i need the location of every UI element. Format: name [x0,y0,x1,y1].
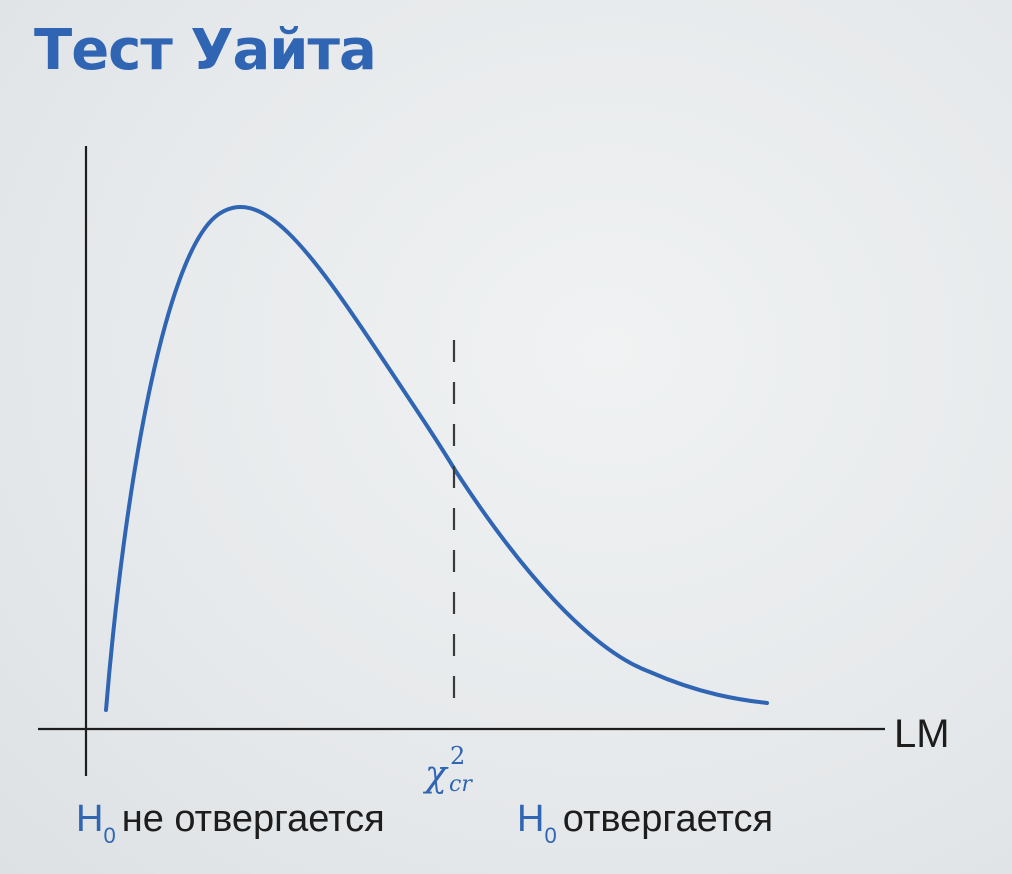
region-right-subscript: 0 [544,823,557,848]
critical-value-superscript: 2 [450,742,465,770]
critical-value-label: χ 2 cr [422,742,473,797]
x-axis-label: LM [894,712,950,756]
critical-value-subscript: cr [449,772,473,797]
slide-title: Тест Уайта [34,18,377,83]
region-left-label: H0 не отвергается [76,798,385,848]
region-left-symbol: H [76,798,104,840]
distribution-curve [104,205,769,712]
critical-value-symbol: χ [422,754,449,795]
region-right-symbol: H [517,798,545,840]
region-left-text: не отвергается [121,798,385,840]
region-right-text: отвергается [562,798,774,840]
region-right-label: H0 отвергается [517,798,774,848]
region-left-subscript: 0 [103,823,116,848]
